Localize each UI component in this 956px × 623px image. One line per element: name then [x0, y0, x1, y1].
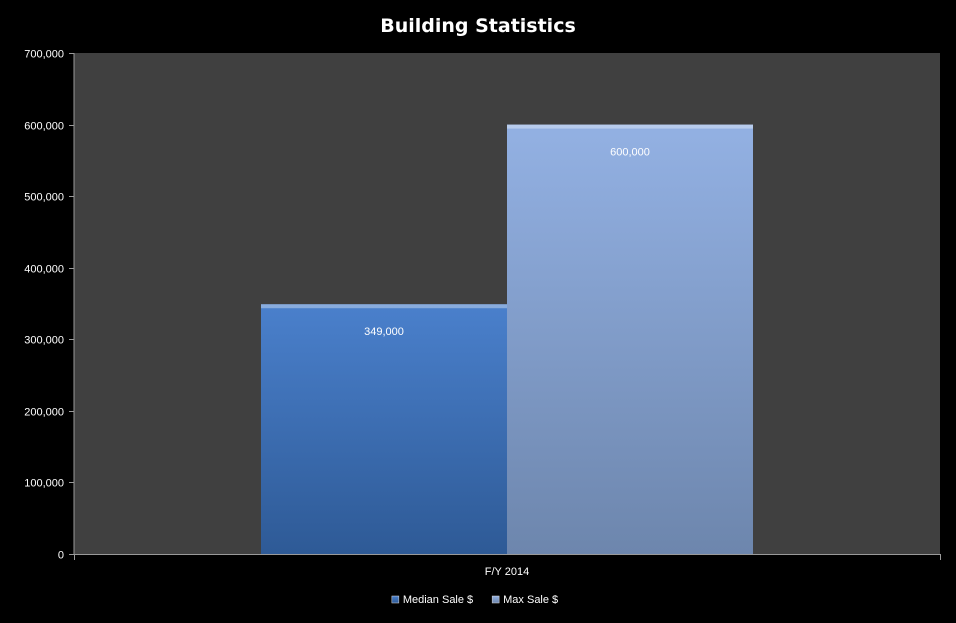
legend: Median Sale $ Max Sale $ — [391, 594, 558, 606]
y-tick-label: 0 — [58, 550, 64, 562]
x-axis: F/Y 2014 — [74, 554, 941, 578]
legend-label: Median Sale $ — [403, 594, 473, 606]
bars-group — [261, 124, 753, 555]
bar-highlight — [507, 124, 753, 129]
data-label: 600,000 — [610, 147, 650, 159]
y-tick-label: 500,000 — [24, 192, 64, 204]
data-label: 349,000 — [364, 326, 404, 338]
x-category-label: F/Y 2014 — [485, 566, 529, 578]
bar-highlight — [261, 304, 507, 309]
bar-max-sale — [507, 124, 753, 555]
y-axis: 0 100,000 200,000 300,000 400,000 500,000 600,… — [24, 49, 75, 562]
y-tick-label: 400,000 — [24, 264, 64, 276]
y-tick-label: 600,000 — [24, 121, 64, 133]
legend-swatch — [391, 595, 400, 604]
bar-median-sale — [261, 304, 507, 554]
legend-label: Max Sale $ — [503, 594, 558, 606]
y-tick-label: 200,000 — [24, 407, 64, 419]
y-tick-label: 300,000 — [24, 335, 64, 347]
y-tick-label: 700,000 — [24, 49, 64, 61]
data-labels-group: 349,000 600,000 — [364, 147, 650, 339]
legend-swatch — [491, 595, 500, 604]
chart-title: Building Statistics — [380, 15, 576, 37]
y-tick-label: 100,000 — [24, 478, 64, 490]
